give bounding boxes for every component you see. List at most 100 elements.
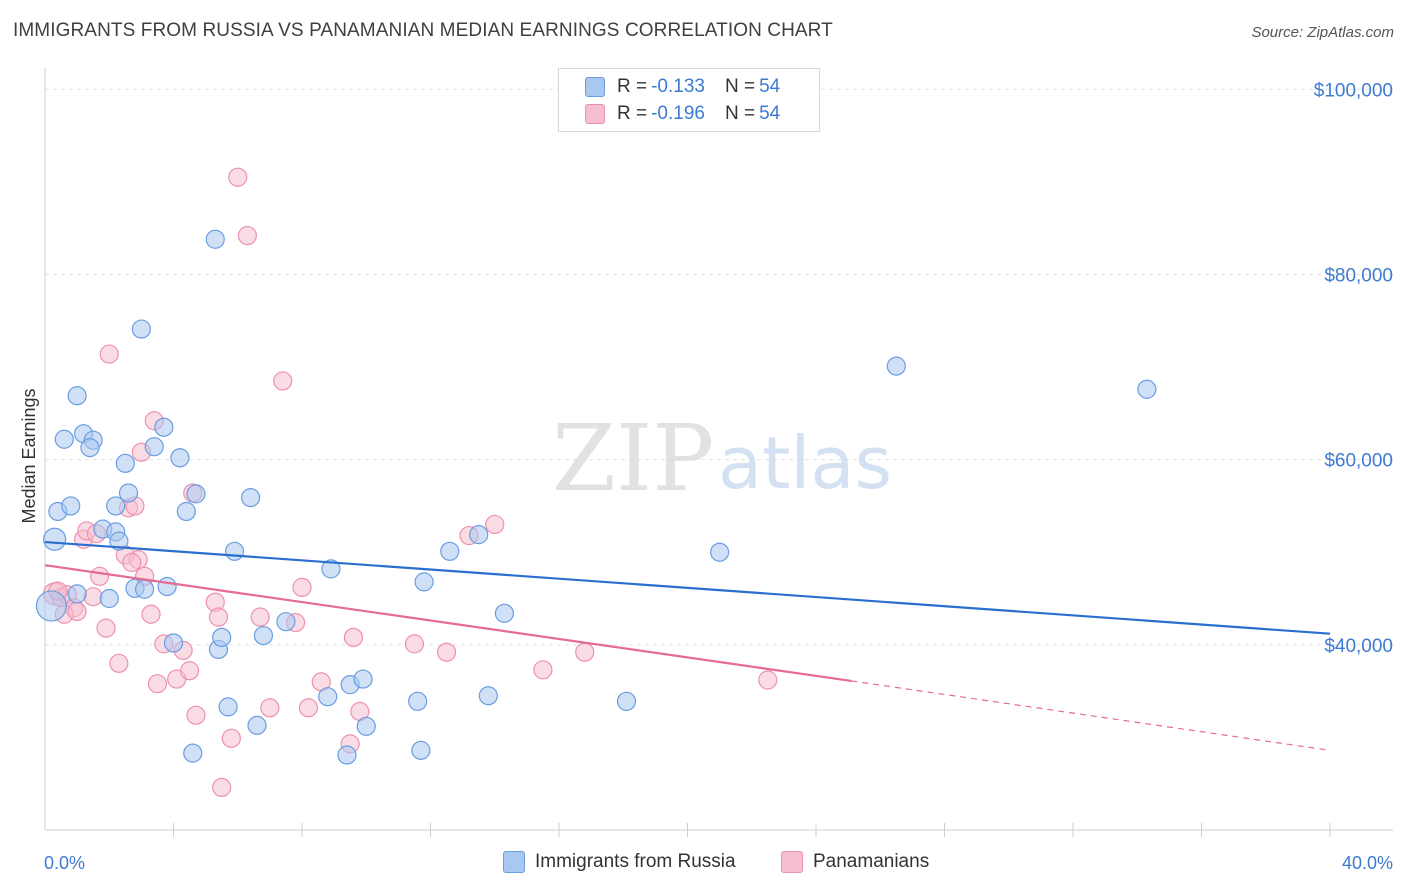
panamanians-trend-line xyxy=(44,564,852,683)
russia-point xyxy=(154,417,174,437)
russia-trend-line xyxy=(44,540,1331,635)
russia-point xyxy=(183,743,203,763)
panamanians-point xyxy=(273,371,293,391)
russia-point xyxy=(411,740,431,760)
panamanians-point xyxy=(228,167,248,187)
y-axis-tick-labels: $40,000 $60,000 $80,000 $100,000 xyxy=(1314,80,1393,657)
panamanians-point xyxy=(250,607,270,627)
panamanians-point xyxy=(292,577,312,598)
panamanians-point xyxy=(179,661,200,681)
panamanians-legend-label: Panamanians xyxy=(813,851,930,872)
trend-lines xyxy=(44,540,1331,751)
panamanians-point xyxy=(122,552,142,573)
russia-point xyxy=(118,483,139,503)
russia-point xyxy=(253,625,274,646)
russia-point xyxy=(35,590,68,622)
bottom-legend-panamanians: Panamanians xyxy=(781,851,929,873)
panamanians-point xyxy=(141,604,161,624)
russia-point xyxy=(414,572,434,592)
panamanians-point xyxy=(221,728,241,748)
watermark-zip: ZIP xyxy=(552,405,714,512)
legend-n-value: 54 xyxy=(759,76,781,97)
russia-point xyxy=(99,588,119,609)
panamanians-legend-swatch xyxy=(781,851,803,873)
correlation-legend: R = -0.133 N = 54 R = -0.196 N = 54 xyxy=(558,68,820,132)
x-tick-label-max: 40.0% xyxy=(1342,853,1393,873)
russia-point xyxy=(109,531,129,551)
panamanians-trend-line-extension xyxy=(851,680,1331,751)
panamanians-point xyxy=(147,674,168,694)
russia-point xyxy=(440,541,460,561)
panamanians-point xyxy=(83,587,103,607)
russia-point xyxy=(478,686,498,706)
russia-point xyxy=(115,453,135,473)
russia-point xyxy=(710,542,730,562)
bottom-legend-russia: Immigrants from Russia xyxy=(503,851,736,873)
watermark-atlas: atlas xyxy=(718,421,892,505)
legend-r-value: -0.133 xyxy=(651,76,705,97)
russia-point xyxy=(353,669,373,689)
russia-point xyxy=(408,691,428,711)
russia-point xyxy=(80,437,100,458)
russia-point xyxy=(318,687,338,707)
russia-point xyxy=(469,525,489,545)
panamanians-point xyxy=(260,698,280,718)
panamanians-point xyxy=(212,777,232,798)
source-credit: Source: ZipAtlas.com xyxy=(1251,24,1394,41)
legend-row-panamanians: R = -0.196 N = 54 xyxy=(585,102,780,126)
russia-point xyxy=(247,715,267,735)
y-tick-label: $100,000 xyxy=(1314,80,1393,101)
russia-point xyxy=(337,745,357,765)
russia-point xyxy=(218,697,238,717)
x-tick-label-min: 0.0% xyxy=(44,853,85,873)
russia-point xyxy=(170,448,190,468)
russia-point xyxy=(67,584,87,604)
russia-point xyxy=(616,691,637,711)
russia-legend-swatch xyxy=(503,851,525,873)
legend-n-label: N = xyxy=(724,103,756,124)
russia-point xyxy=(1137,379,1157,399)
panamanians-point xyxy=(67,601,87,622)
panamanians-point xyxy=(96,618,116,638)
panamanians-point xyxy=(99,344,119,364)
panamanians-point xyxy=(436,642,457,662)
russia-point xyxy=(144,437,164,457)
gridlines xyxy=(45,88,1393,646)
russia-point xyxy=(43,527,67,551)
panamanians-point xyxy=(208,607,229,627)
panamanians-point xyxy=(485,514,505,535)
panamanians-point xyxy=(298,698,319,718)
russia-point xyxy=(224,541,245,561)
panamanians-point xyxy=(533,660,553,680)
panamanians-point xyxy=(758,670,778,690)
legend-r-label: R = xyxy=(617,103,648,124)
russia-point xyxy=(321,559,341,579)
russia-point xyxy=(241,487,261,508)
legend-r-label: R = xyxy=(617,76,648,97)
x-axis-ticks xyxy=(173,823,1331,837)
russia-point xyxy=(67,386,87,406)
russia-point xyxy=(356,716,376,736)
panamanians-point xyxy=(186,705,206,725)
y-tick-label: $80,000 xyxy=(1324,265,1393,286)
panamanians-point xyxy=(343,627,363,648)
panamanians-point xyxy=(109,653,129,673)
russia-point xyxy=(54,429,74,449)
russia-point xyxy=(131,319,151,339)
russia-point xyxy=(186,484,206,504)
russia-point xyxy=(61,496,81,516)
russia-point xyxy=(205,229,225,249)
panamanians-point xyxy=(404,634,425,654)
panamanians-point xyxy=(575,642,595,662)
russia-point xyxy=(176,501,196,522)
y-tick-label: $40,000 xyxy=(1324,636,1393,657)
panamanians-point xyxy=(90,566,110,586)
panamanians-point xyxy=(237,225,257,246)
panamanians-swatch xyxy=(585,104,605,124)
chart-title: IMMIGRANTS FROM RUSSIA VS PANAMANIAN MED… xyxy=(13,20,833,41)
legend-n-label: N = xyxy=(724,76,756,97)
y-axis-label: Median Earnings xyxy=(19,388,39,523)
russia-point xyxy=(494,603,514,623)
y-tick-label: $60,000 xyxy=(1324,451,1393,472)
